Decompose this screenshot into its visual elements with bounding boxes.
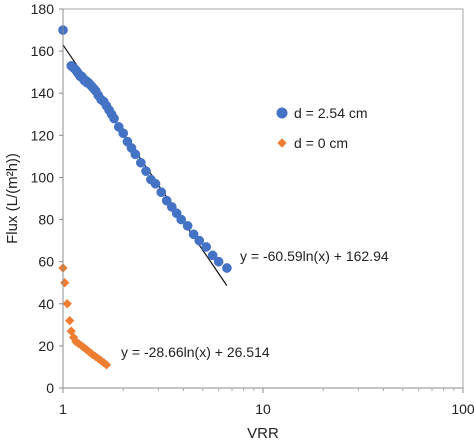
data-points-layer [58,25,232,370]
x-axis-title: VRR [247,425,279,442]
plot-frame-layer [62,8,464,389]
y-tick-label: 180 [31,1,55,17]
data-point-circle [118,128,129,139]
y-tick-label: 100 [31,169,55,185]
plot-area-frame [62,8,464,389]
data-point-circle [194,235,205,246]
data-point-diamond [62,299,72,309]
trendline-layer [62,44,228,364]
data-point-circle [150,178,161,189]
axes-layer: 0 20 40 60 80 100 120 140 160 180 1 10 100 [31,1,474,417]
legend-marker-circle [276,107,288,119]
data-point-circle [188,229,199,240]
data-point-circle [141,166,151,176]
y-axis-title: Flux (L/(m²h)) [4,153,21,244]
legend: d = 2.54 cm d = 0 cm [276,105,368,151]
trendline-equation: y = -60.59ln(x) + 162.94 [240,248,389,264]
x-tick-label: 10 [255,401,271,417]
y-tick-label: 80 [38,212,54,228]
legend-marker-diamond [277,138,287,148]
equation-labels: y = -60.59ln(x) + 162.94 y = -28.66ln(x) … [121,248,389,360]
data-point-circle [207,250,218,261]
data-point-circle [130,149,141,160]
data-point-diamond [59,277,70,288]
data-point-circle [156,187,167,198]
y-tick-label: 140 [31,85,55,101]
data-point-diamond [64,315,75,326]
trendline-equation: y = -28.66ln(x) + 26.514 [121,344,270,360]
y-tick-label: 120 [31,127,55,143]
data-point-diamond [101,360,112,370]
legend-label: d = 0 cm [294,135,348,151]
data-point-circle [222,263,232,273]
data-point-circle [161,195,172,206]
data-point-circle [109,113,119,124]
y-tick-label: 160 [31,43,55,59]
y-tick-label: 20 [38,338,54,354]
data-point-circle [201,242,212,252]
x-tick-label: 100 [451,401,474,417]
y-tick-label: 0 [46,380,54,396]
x-tick-label: 1 [59,401,67,417]
legend-label: d = 2.54 cm [294,105,368,121]
data-point-circle [176,214,187,225]
y-tick-label: 60 [38,254,54,270]
data-point-circle [213,256,224,267]
data-point-circle [182,221,193,231]
y-tick-label: 40 [38,296,54,312]
data-point-circle [135,157,146,168]
